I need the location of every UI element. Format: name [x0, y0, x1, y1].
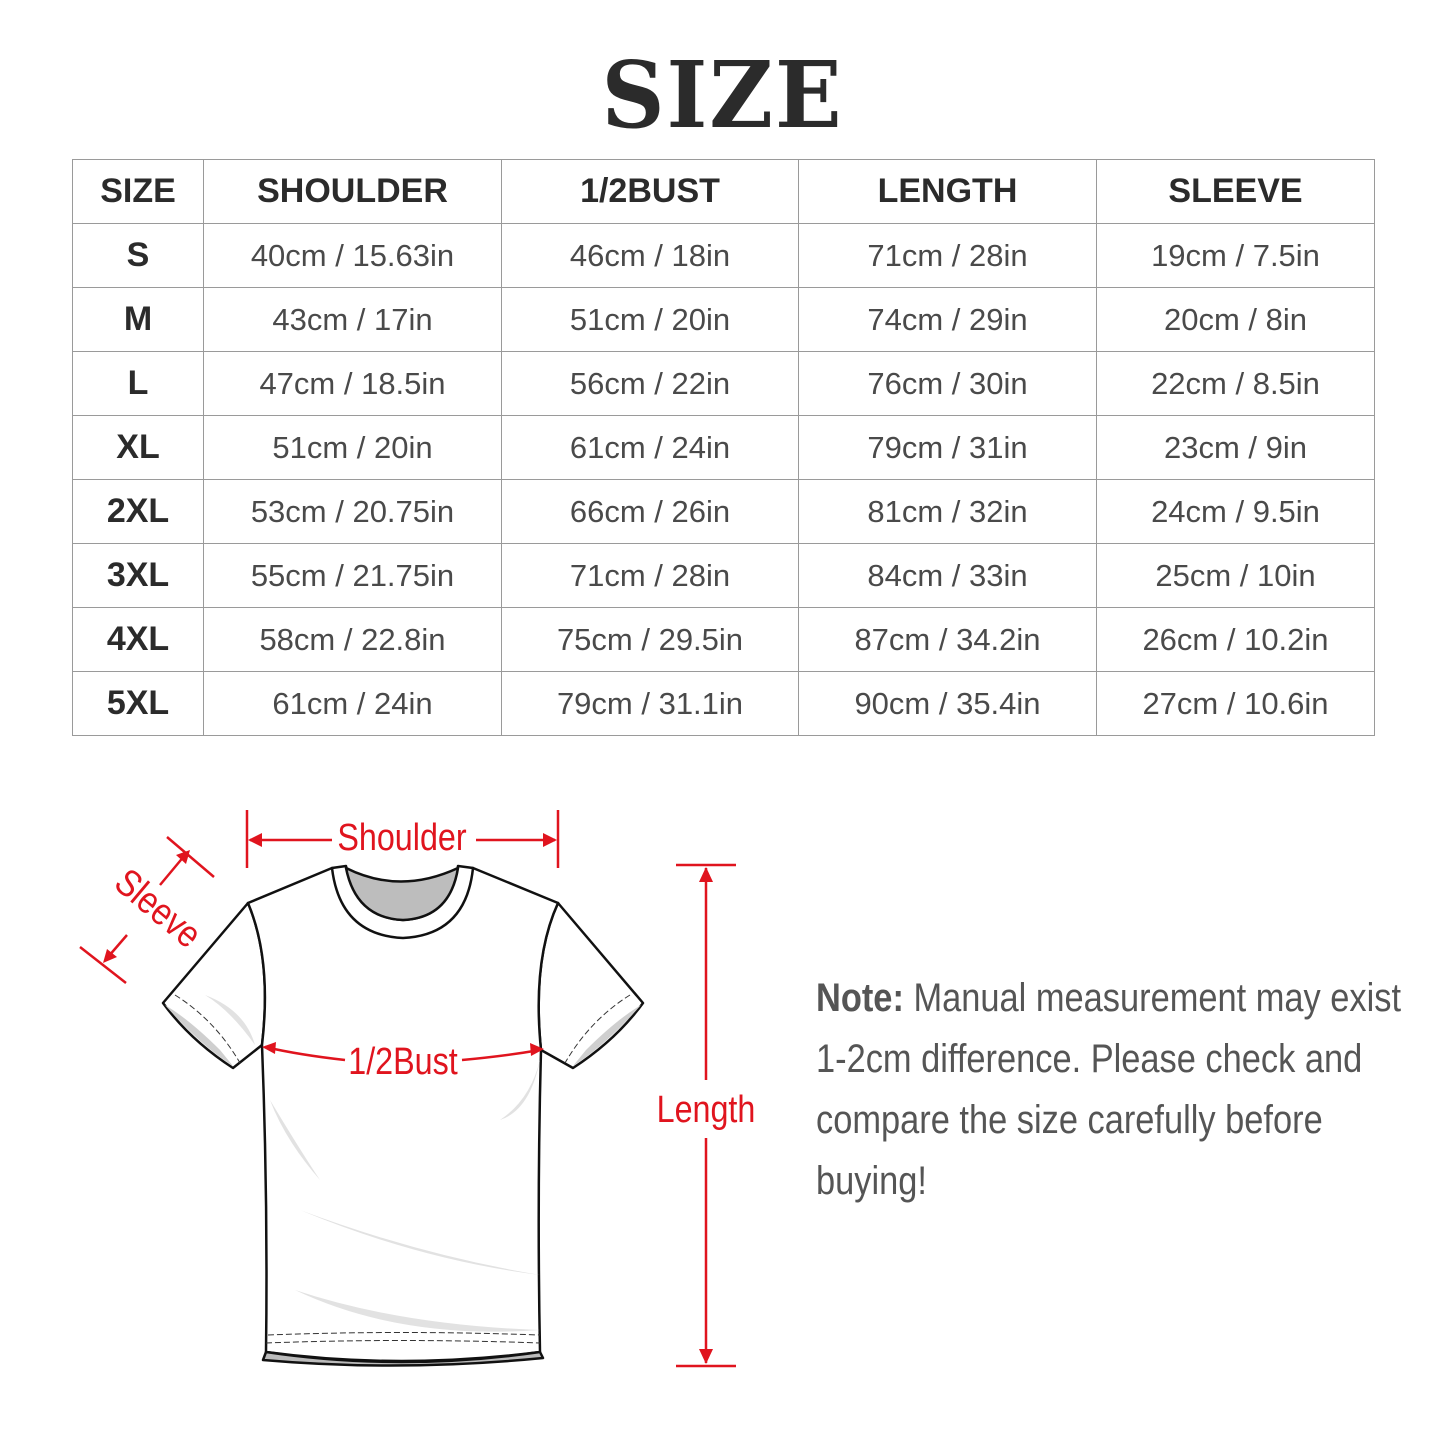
measurement-cell: 20cm / 8in	[1096, 287, 1375, 352]
measurement-marks	[79, 810, 736, 1368]
measurement-cell: 75cm / 29.5in	[501, 607, 799, 672]
table-row: S 40cm / 15.63in 46cm / 18in 71cm / 28in 19c…	[72, 223, 1375, 288]
measurement-cell: 51cm / 20in	[203, 415, 502, 480]
table-row: M 43cm / 17in 51cm / 20in 74cm / 29in 20cm /…	[72, 287, 1375, 352]
measurement-cell: 26cm / 10.2in	[1096, 607, 1375, 672]
measurement-cell: 61cm / 24in	[203, 671, 502, 736]
header-length: LENGTH	[798, 159, 1097, 224]
measurement-cell: 61cm / 24in	[501, 415, 799, 480]
measurement-cell: 27cm / 10.6in	[1096, 671, 1375, 736]
tshirt-illustration	[161, 864, 645, 1367]
measurement-cell: 46cm / 18in	[501, 223, 799, 288]
table-row: L 47cm / 18.5in 56cm / 22in 76cm / 30in 22cm…	[72, 351, 1375, 416]
size-cell: 5XL	[72, 671, 204, 736]
measurement-cell: 84cm / 33in	[798, 543, 1097, 608]
page-title: SIZE	[601, 41, 844, 149]
bust-label: 1/2Bust	[348, 1041, 458, 1083]
measurement-cell: 58cm / 22.8in	[203, 607, 502, 672]
measurement-cell: 55cm / 21.75in	[203, 543, 502, 608]
size-cell: S	[72, 223, 204, 288]
header-sleeve: SLEEVE	[1096, 159, 1375, 224]
measurement-cell: 79cm / 31.1in	[501, 671, 799, 736]
size-cell: 4XL	[72, 607, 204, 672]
measurement-cell: 24cm / 9.5in	[1096, 479, 1375, 544]
table-row: XL 51cm / 20in 61cm / 24in 79cm / 31in 23cm …	[72, 415, 1375, 480]
measurement-cell: 25cm / 10in	[1096, 543, 1375, 608]
measurement-cell: 76cm / 30in	[798, 351, 1097, 416]
size-cell: M	[72, 287, 204, 352]
measurement-cell: 23cm / 9in	[1096, 415, 1375, 480]
measurement-cell: 51cm / 20in	[501, 287, 799, 352]
measurement-cell: 22cm / 8.5in	[1096, 351, 1375, 416]
table-row: 2XL 53cm / 20.75in 66cm / 26in 81cm / 32in 2…	[72, 479, 1375, 544]
size-cell: 2XL	[72, 479, 204, 544]
table-header-row: SIZE SHOULDER 1/2BUST LENGTH SLEEVE	[72, 159, 1375, 224]
note-prefix: Note:	[816, 976, 904, 1020]
size-cell: L	[72, 351, 204, 416]
measurement-cell: 19cm / 7.5in	[1096, 223, 1375, 288]
size-cell: 3XL	[72, 543, 204, 608]
size-table: SIZE SHOULDER 1/2BUST LENGTH SLEEVE S 40c…	[72, 159, 1375, 736]
note-text: Note: Manual measurement may exist 1-2cm…	[816, 968, 1435, 1212]
measurement-cell: 79cm / 31in	[798, 415, 1097, 480]
measurement-cell: 71cm / 28in	[501, 543, 799, 608]
measurement-cell: 90cm / 35.4in	[798, 671, 1097, 736]
measurement-cell: 47cm / 18.5in	[203, 351, 502, 416]
measurement-cell: 53cm / 20.75in	[203, 479, 502, 544]
header-bust: 1/2BUST	[501, 159, 799, 224]
shoulder-label: Shoulder	[337, 817, 466, 859]
table-row: 3XL 55cm / 21.75in 71cm / 28in 84cm / 33in 2…	[72, 543, 1375, 608]
header-size: SIZE	[72, 159, 204, 224]
length-label: Length	[657, 1089, 756, 1131]
measurement-cell: 81cm / 32in	[798, 479, 1097, 544]
measurement-cell: 66cm / 26in	[501, 479, 799, 544]
measurement-cell: 74cm / 29in	[798, 287, 1097, 352]
table-row: 5XL 61cm / 24in 79cm / 31.1in 90cm / 35.4in…	[72, 671, 1375, 736]
measurement-cell: 43cm / 17in	[203, 287, 502, 352]
measurement-cell: 56cm / 22in	[501, 351, 799, 416]
note-body: Manual measurement may exist 1-2cm diffe…	[816, 976, 1402, 1203]
measurement-cell: 40cm / 15.63in	[203, 223, 502, 288]
